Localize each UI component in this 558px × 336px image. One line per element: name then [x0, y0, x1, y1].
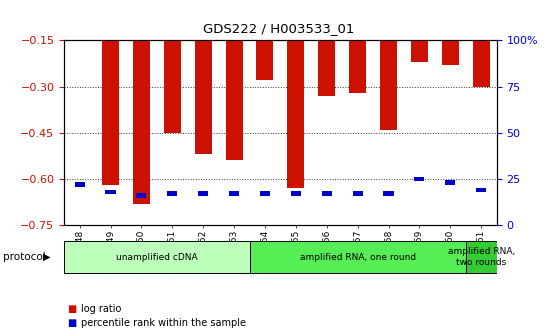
Bar — [349, 40, 366, 93]
Bar — [353, 192, 363, 196]
Text: ■: ■ — [67, 318, 76, 328]
Bar — [75, 182, 85, 187]
Bar — [476, 188, 486, 192]
Bar — [321, 192, 332, 196]
Bar — [105, 190, 116, 194]
Text: amplified RNA, one round: amplified RNA, one round — [300, 253, 416, 261]
Bar — [164, 40, 181, 133]
Bar — [198, 192, 208, 196]
Bar — [195, 40, 211, 154]
Bar — [225, 40, 243, 161]
Bar — [318, 40, 335, 96]
Bar — [383, 192, 393, 196]
Bar — [136, 193, 147, 198]
Text: protocol: protocol — [3, 252, 46, 262]
Text: GDS222 / H003533_01: GDS222 / H003533_01 — [203, 22, 355, 35]
Bar — [291, 192, 301, 196]
Text: amplified RNA,
two rounds: amplified RNA, two rounds — [448, 247, 515, 267]
Bar — [133, 40, 150, 204]
Text: log ratio: log ratio — [81, 304, 121, 314]
Bar — [287, 40, 304, 188]
Bar — [257, 40, 273, 80]
Text: ■: ■ — [67, 304, 76, 314]
Bar — [102, 40, 119, 185]
Bar — [260, 192, 270, 196]
Text: ▶: ▶ — [42, 252, 50, 262]
Text: unamplified cDNA: unamplified cDNA — [116, 253, 198, 261]
Bar — [229, 192, 239, 196]
Bar — [380, 40, 397, 130]
Bar — [445, 180, 455, 185]
Bar — [411, 40, 428, 62]
Bar — [167, 192, 177, 196]
Bar — [473, 40, 490, 86]
Bar — [466, 241, 497, 273]
Text: percentile rank within the sample: percentile rank within the sample — [81, 318, 246, 328]
Bar — [64, 241, 249, 273]
Bar — [249, 241, 466, 273]
Bar — [414, 177, 425, 181]
Bar — [442, 40, 459, 65]
